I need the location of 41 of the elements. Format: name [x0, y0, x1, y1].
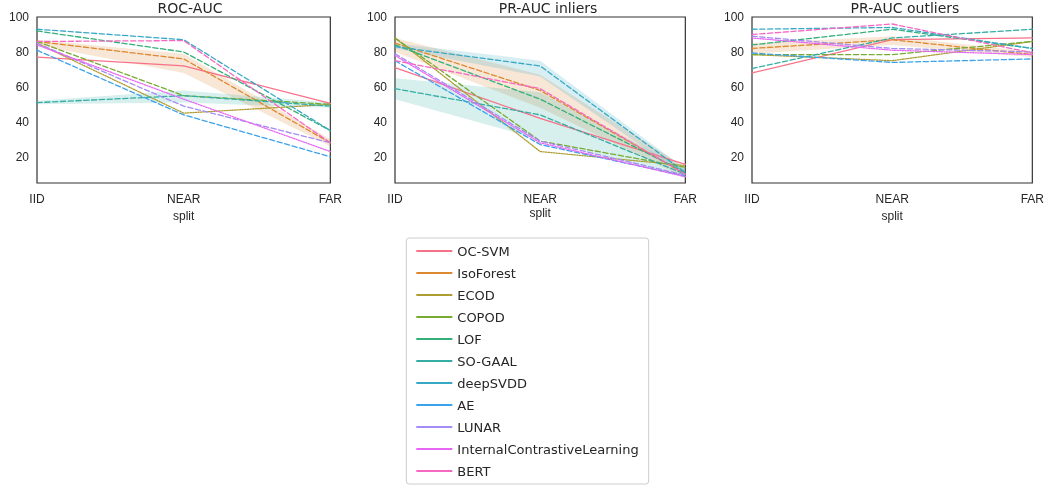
legend-label: LOF — [457, 331, 482, 347]
y-tick-label: 80 — [373, 44, 388, 59]
y-tick-label: 40 — [373, 114, 388, 129]
chart-title: PR-AUC inliers — [498, 0, 598, 16]
y-tick-label: 20 — [15, 149, 30, 164]
y-tick-label: 40 — [730, 114, 745, 129]
x-tick-label: NEAR — [523, 192, 558, 206]
x-axis-title: split — [881, 208, 904, 223]
chart-title: PR-AUC outliers — [850, 0, 960, 16]
legend-label: OC-SVM — [457, 243, 510, 259]
legend-label: IsoForest — [457, 265, 516, 281]
x-tick-label: IID — [744, 192, 760, 206]
y-tick-label: 40 — [15, 114, 30, 129]
legend-label: BERT — [457, 463, 491, 479]
legend-label: SO-GAAL — [457, 353, 518, 369]
x-tick-label: FAR — [1020, 192, 1045, 206]
legend-label: AE — [457, 397, 475, 413]
y-tick-label: 60 — [373, 79, 388, 94]
x-axis-title: split — [172, 208, 195, 223]
y-tick-label: 80 — [15, 44, 30, 59]
legend-label: COPOD — [457, 309, 505, 325]
legend-label: InternalContrastiveLearning — [457, 441, 639, 457]
y-tick-label: 100 — [366, 10, 388, 24]
y-tick-label: 100 — [723, 10, 745, 24]
x-tick-label: FAR — [318, 192, 343, 206]
y-tick-label: 80 — [730, 44, 745, 59]
x-tick-label: NEAR — [166, 192, 201, 206]
y-tick-label: 20 — [373, 149, 388, 164]
x-tick-label: FAR — [673, 192, 698, 206]
legend-label: LUNAR — [457, 419, 502, 435]
legend-label: ECOD — [457, 287, 495, 303]
x-tick-label: IID — [387, 192, 403, 206]
y-tick-label: 60 — [730, 79, 745, 94]
y-tick-label: 20 — [730, 149, 745, 164]
x-axis-title: split — [529, 206, 552, 220]
y-tick-label: 100 — [8, 10, 30, 24]
chart-title: ROC-AUC — [157, 0, 223, 16]
legend-label: deepSVDD — [457, 375, 527, 391]
x-tick-label: IID — [29, 192, 45, 206]
x-tick-label: NEAR — [875, 192, 910, 206]
y-tick-label: 60 — [15, 79, 30, 94]
